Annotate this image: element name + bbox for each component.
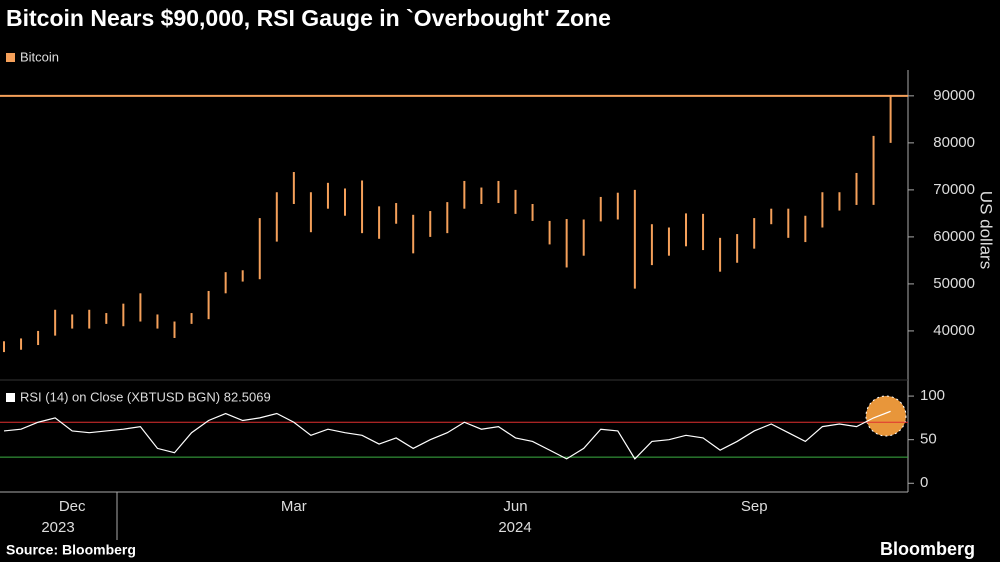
y-tick-label: 60000 <box>933 228 975 245</box>
year-label: 2024 <box>498 519 531 536</box>
y-tick-label: 50 <box>920 431 937 448</box>
legend-swatch <box>6 53 15 62</box>
x-tick-label: Dec <box>59 498 86 515</box>
legend-label: RSI (14) on Close (XBTUSD BGN) 82.5069 <box>20 389 271 404</box>
y-tick-label: 50000 <box>933 275 975 292</box>
year-label: 2023 <box>41 519 74 536</box>
y-tick-label: 90000 <box>933 87 975 104</box>
x-tick-label: Jun <box>503 498 527 515</box>
x-tick-label: Sep <box>741 498 768 515</box>
x-tick-label: Mar <box>281 498 307 515</box>
highlight-circle <box>865 395 907 437</box>
legend-swatch <box>6 393 15 402</box>
brand: Bloomberg <box>880 539 975 559</box>
legend-label: Bitcoin <box>20 49 59 64</box>
y-axis-label: US dollars <box>977 191 996 269</box>
y-tick-label: 0 <box>920 474 928 491</box>
y-tick-label: 70000 <box>933 181 975 198</box>
source: Source: Bloomberg <box>6 542 136 558</box>
y-tick-label: 40000 <box>933 322 975 339</box>
y-tick-label: 80000 <box>933 134 975 151</box>
chart-title: Bitcoin Nears $90,000, RSI Gauge in `Ove… <box>6 5 611 31</box>
rsi-line <box>3 410 891 460</box>
y-tick-label: 100 <box>920 387 945 404</box>
